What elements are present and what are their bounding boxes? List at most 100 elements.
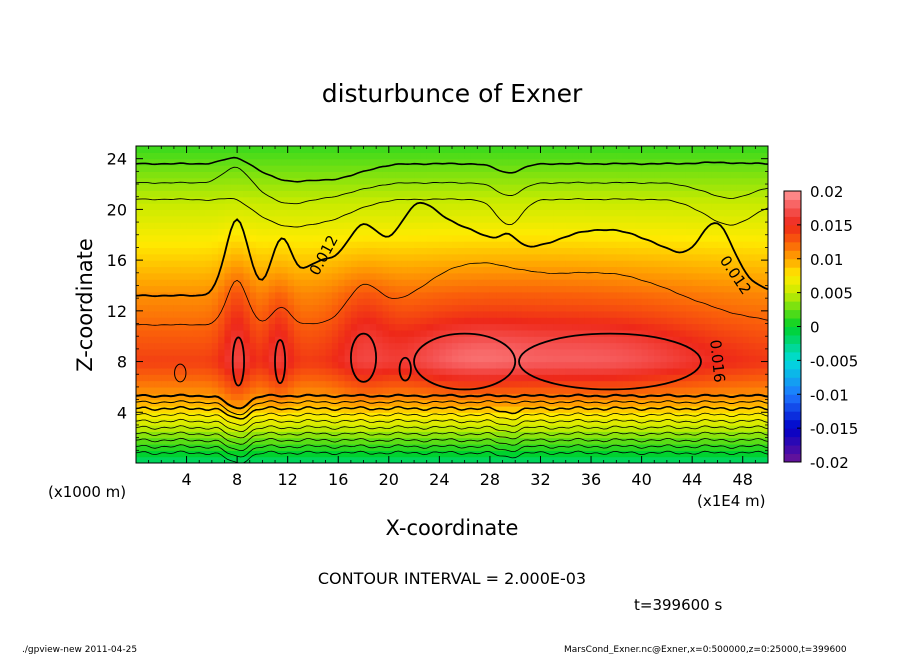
field-cell xyxy=(414,190,421,198)
field-cell xyxy=(325,361,333,369)
field-cell xyxy=(704,272,712,280)
field-cell xyxy=(679,298,687,306)
field-cell xyxy=(262,399,270,407)
field-cell xyxy=(641,266,649,274)
field-cell xyxy=(205,304,213,312)
field-cell xyxy=(647,298,655,306)
field-cell xyxy=(572,348,579,356)
field-cell xyxy=(711,285,719,293)
field-cell xyxy=(439,291,447,299)
field-cell xyxy=(407,348,415,356)
field-cell xyxy=(167,380,175,388)
field-cell xyxy=(319,196,327,204)
field-cell xyxy=(376,196,384,204)
field-cell xyxy=(344,203,352,210)
field-cell xyxy=(470,177,478,185)
field-cell xyxy=(730,146,737,153)
field-cell xyxy=(306,165,314,172)
field-cell xyxy=(540,272,548,280)
field-cell xyxy=(698,443,706,451)
field-cell xyxy=(180,443,188,451)
field-cell xyxy=(275,386,282,394)
field-cell xyxy=(622,348,630,356)
field-cell xyxy=(647,412,655,420)
field-cell xyxy=(199,152,207,160)
field-cell xyxy=(350,355,358,363)
field-cell xyxy=(433,234,440,242)
field-cell xyxy=(496,146,504,153)
field-cell xyxy=(749,367,756,375)
field-cell xyxy=(489,374,497,382)
field-cell xyxy=(578,241,586,249)
field-cell xyxy=(489,158,497,166)
field-cell xyxy=(211,209,219,217)
field-cell xyxy=(388,241,396,249)
field-cell xyxy=(350,196,358,204)
field-cell xyxy=(433,260,440,268)
field-cell xyxy=(262,241,270,249)
field-cell xyxy=(167,203,175,210)
field-cell xyxy=(534,234,542,242)
field-cell xyxy=(306,171,314,179)
field-cell xyxy=(287,146,295,153)
field-cell xyxy=(515,431,523,439)
field-cell xyxy=(445,285,453,293)
field-cell xyxy=(660,418,668,426)
field-cell xyxy=(420,443,428,451)
field-cell xyxy=(616,310,624,318)
field-cell xyxy=(553,228,561,236)
field-cell xyxy=(660,228,668,236)
field-cell xyxy=(218,374,226,382)
field-cell xyxy=(742,418,750,426)
field-cell xyxy=(338,285,346,293)
field-cell xyxy=(578,215,586,223)
field-cell xyxy=(357,228,365,236)
field-cell xyxy=(262,171,270,179)
field-cell xyxy=(136,329,143,337)
field-cell xyxy=(477,247,485,255)
field-cell xyxy=(761,323,768,331)
field-cell xyxy=(489,196,497,204)
field-cell xyxy=(559,222,567,230)
field-cell xyxy=(395,215,403,223)
field-cell xyxy=(287,228,295,236)
field-cell xyxy=(635,253,643,261)
field-cell xyxy=(496,285,504,293)
field-cell xyxy=(205,228,213,236)
field-cell xyxy=(502,177,510,185)
field-cell xyxy=(647,361,655,369)
field-cell xyxy=(199,317,207,325)
field-cell xyxy=(483,380,491,388)
field-cell xyxy=(736,304,744,312)
field-cell xyxy=(395,298,403,306)
field-cell xyxy=(154,209,162,217)
field-cell xyxy=(388,424,396,432)
field-cell xyxy=(660,266,668,274)
field-cell xyxy=(749,310,756,318)
field-cell xyxy=(357,348,365,356)
field-cell xyxy=(730,443,737,451)
field-cell xyxy=(325,184,333,191)
field-cell xyxy=(452,393,459,401)
field-cell xyxy=(692,310,700,318)
field-cell xyxy=(559,146,567,153)
field-cell xyxy=(470,367,478,375)
field-cell xyxy=(211,437,219,445)
field-cell xyxy=(559,215,567,223)
field-cell xyxy=(148,456,156,463)
field-cell xyxy=(717,291,725,299)
field-cell xyxy=(692,456,700,463)
field-cell xyxy=(249,152,257,160)
field-cell xyxy=(300,266,308,274)
field-cell xyxy=(249,196,257,204)
field-cell xyxy=(572,247,579,255)
field-cell xyxy=(458,361,466,369)
field-cell xyxy=(192,437,200,445)
field-cell xyxy=(433,374,440,382)
field-cell xyxy=(660,399,668,407)
field-cell xyxy=(470,152,478,160)
field-cell xyxy=(610,241,617,249)
field-cell xyxy=(578,418,586,426)
field-cell xyxy=(211,247,219,255)
field-cell xyxy=(433,431,440,439)
